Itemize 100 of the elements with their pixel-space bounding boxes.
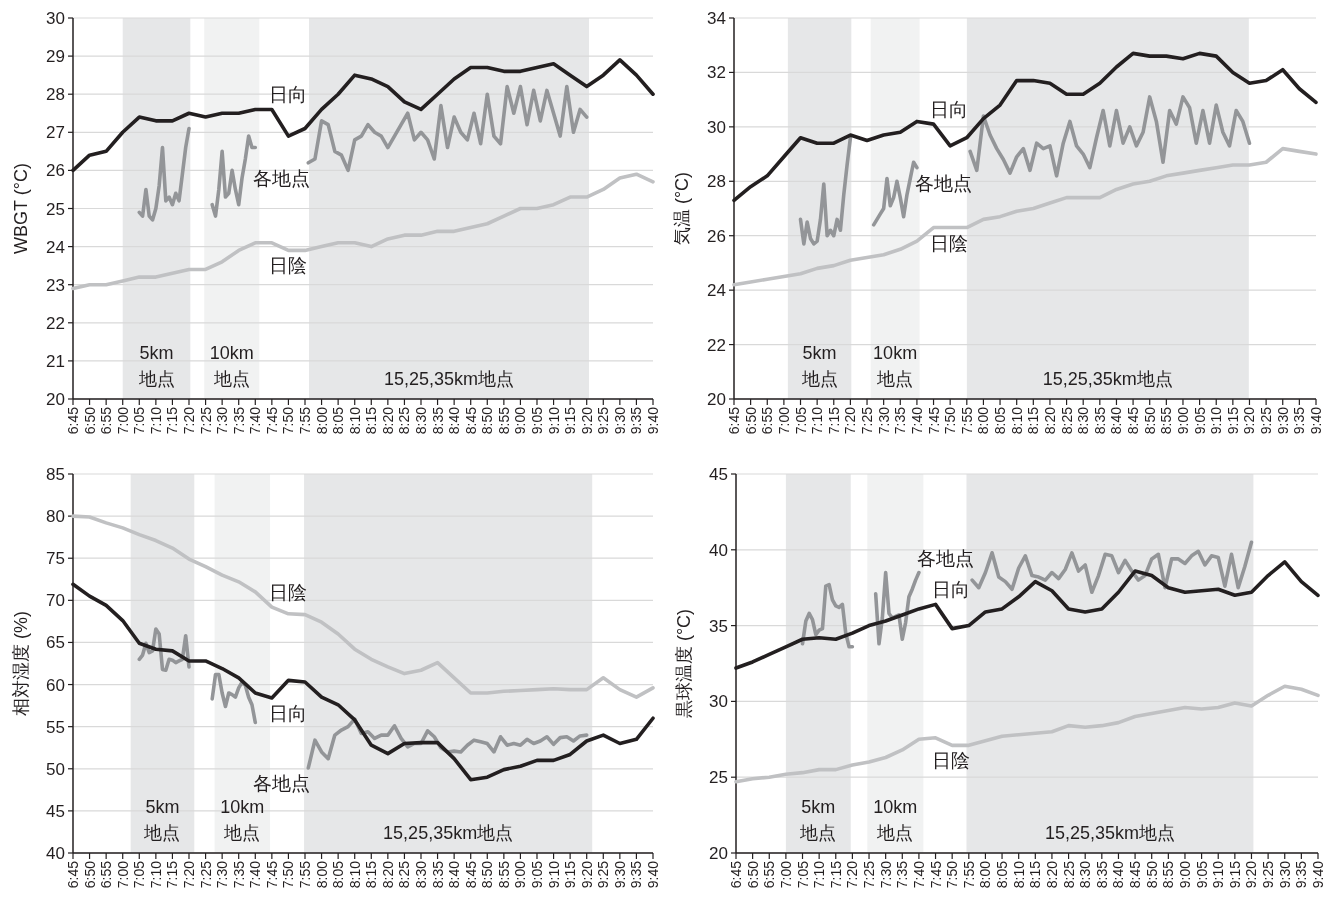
- series-label: 各地点: [253, 772, 311, 794]
- series-label: 日陰: [268, 255, 307, 277]
- y-tick-label: 34: [707, 9, 726, 28]
- series-label: 各地点: [917, 547, 975, 569]
- band-label: 10km 地点: [209, 343, 254, 389]
- x-tick-label: 7:40: [910, 860, 927, 889]
- x-tick-label: 8:05: [992, 406, 1009, 435]
- x-tick-label: 9:15: [1226, 860, 1243, 889]
- x-tick-label: 8:25: [396, 860, 413, 889]
- x-tick-label: 7:00: [777, 860, 794, 889]
- x-tick-label: 7:20: [180, 860, 197, 889]
- x-tick-label: 8:55: [1158, 406, 1175, 435]
- x-tick-label: 9:10: [545, 860, 562, 889]
- x-tick-label: 8:35: [429, 860, 446, 889]
- x-tick-label: 7:50: [280, 406, 297, 435]
- series-label: 各地点: [253, 167, 311, 189]
- x-tick-label: 7:45: [927, 860, 944, 889]
- x-tick-label: 6:50: [742, 406, 759, 435]
- x-tick-label: 7:40: [908, 406, 925, 435]
- x-tick-label: 9:00: [1176, 860, 1193, 889]
- x-tick-label: 8:55: [1160, 860, 1177, 889]
- y-tick-label: 35: [709, 616, 728, 636]
- x-tick-label: 8:45: [1127, 860, 1144, 889]
- y-tick-label: 26: [707, 226, 726, 246]
- x-tick-label: 7:55: [960, 860, 977, 889]
- x-tick-label: 8:00: [313, 406, 330, 435]
- x-tick-label: 8:45: [462, 860, 479, 889]
- x-tick-label: 7:30: [214, 406, 231, 435]
- x-tick-label: 7:20: [844, 860, 861, 889]
- series-label: 日陰: [930, 232, 969, 254]
- x-tick-label: 7:25: [859, 406, 876, 435]
- x-tick-label: 6:50: [81, 860, 98, 889]
- x-tick-label: 7:50: [942, 406, 959, 435]
- x-tick-label: 8:15: [1027, 860, 1044, 889]
- line-series: [732, 146, 1318, 287]
- y-tick-label: 85: [46, 465, 65, 484]
- x-tick-label: 7:00: [775, 406, 792, 435]
- x-tick-label: 7:55: [958, 406, 975, 435]
- y-tick-label: 32: [707, 63, 726, 83]
- x-tick-label: 9:20: [578, 860, 595, 889]
- x-tick-label: 8:05: [330, 860, 347, 889]
- x-tick-label: 8:35: [1091, 406, 1108, 435]
- x-tick-label: 9:05: [1193, 860, 1210, 889]
- x-tick-label: 8:25: [1058, 406, 1075, 435]
- x-tick-label: 6:55: [98, 860, 115, 889]
- x-tick-label: 8:50: [479, 860, 496, 889]
- band-label: 5km 地点: [137, 343, 175, 389]
- band-label: 5km 地点: [800, 343, 838, 389]
- y-tick-label: 24: [46, 237, 65, 257]
- x-tick-label: 9:35: [628, 406, 645, 435]
- x-tick-label: 8:05: [330, 406, 347, 435]
- x-tick-label: 9:25: [1260, 860, 1277, 889]
- x-tick-label: 7:15: [164, 860, 181, 889]
- y-tick-label: 20: [709, 844, 728, 863]
- x-tick-label: 7:35: [892, 406, 909, 435]
- y-tick-label: 28: [46, 85, 65, 105]
- x-tick-label: 7:00: [114, 406, 131, 435]
- x-tick-label: 7:05: [792, 406, 809, 435]
- x-tick-label: 8:55: [495, 406, 512, 435]
- x-tick-label: 8:20: [1043, 860, 1060, 889]
- x-tick-label: 9:40: [645, 406, 661, 435]
- x-tick-label: 9:00: [1174, 406, 1191, 435]
- band-label: 15,25,35km地点: [383, 823, 514, 843]
- x-tick-label: 9:25: [595, 860, 612, 889]
- x-tick-label: 9:15: [1224, 406, 1241, 435]
- y-tick-label: 22: [46, 313, 65, 333]
- y-axis-title: WBGT (°C): [11, 163, 31, 254]
- x-tick-label: 8:30: [413, 406, 429, 435]
- line-series: [71, 514, 655, 699]
- x-tick-label: 9:05: [528, 860, 545, 889]
- x-tick-label: 7:25: [197, 406, 214, 435]
- x-tick-label: 7:25: [197, 860, 214, 889]
- x-tick-label: 7:55: [297, 860, 313, 889]
- y-tick-label: 28: [707, 172, 726, 192]
- x-tick-label: 8:15: [363, 860, 380, 889]
- x-tick-label: 8:50: [1141, 406, 1158, 435]
- x-tick-label: 8:00: [313, 860, 330, 889]
- y-tick-label: 65: [46, 633, 65, 653]
- x-tick-label: 7:15: [827, 860, 844, 889]
- y-tick-label: 22: [707, 335, 726, 355]
- x-tick-label: 7:40: [247, 860, 264, 889]
- x-tick-label: 6:45: [65, 860, 81, 889]
- y-tick-label: 20: [707, 390, 726, 409]
- x-tick-label: 7:30: [875, 406, 892, 435]
- band-label: 15,25,35km地点: [1044, 823, 1175, 843]
- x-tick-label: 9:00: [512, 406, 529, 435]
- band-label: 5km 地点: [799, 797, 837, 843]
- x-tick-label: 7:10: [809, 406, 826, 435]
- x-tick-label: 9:40: [645, 860, 661, 889]
- y-tick-label: 29: [46, 47, 65, 67]
- x-tick-label: 8:10: [1010, 860, 1027, 889]
- x-tick-label: 7:10: [147, 406, 164, 435]
- x-tick-label: 7:05: [131, 860, 148, 889]
- x-tick-label: 7:15: [825, 406, 842, 435]
- series-label: 日向: [932, 579, 971, 601]
- x-tick-label: 8:35: [1093, 860, 1110, 889]
- x-tick-label: 6:45: [726, 406, 742, 435]
- x-tick-label: 9:10: [1208, 406, 1225, 435]
- x-tick-label: 8:40: [446, 860, 463, 889]
- x-tick-label: 6:55: [98, 406, 115, 435]
